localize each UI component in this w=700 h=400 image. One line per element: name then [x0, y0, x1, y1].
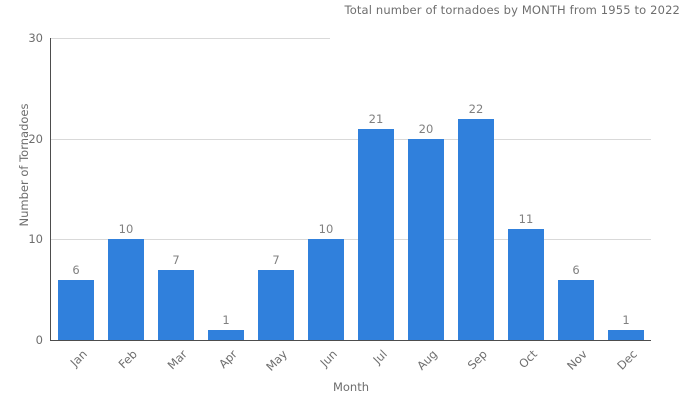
- bar-value-label-jan: 6: [72, 262, 80, 277]
- bar-group[interactable]: 6: [551, 38, 601, 340]
- bar-nov[interactable]: [558, 279, 594, 340]
- bar-oct[interactable]: [508, 229, 544, 340]
- bar-group[interactable]: 11: [501, 38, 551, 340]
- bar-jan[interactable]: [58, 279, 94, 340]
- bar-dec[interactable]: [608, 329, 644, 340]
- bar-value-label-nov: 6: [572, 262, 580, 277]
- bar-group[interactable]: 10: [101, 38, 151, 340]
- bar-value-label-dec: 1: [622, 312, 630, 327]
- bar-group[interactable]: 7: [251, 38, 301, 340]
- chart-title: Total number of tornadoes by MONTH from …: [344, 3, 680, 17]
- x-axis-title: Month: [332, 380, 370, 394]
- gridline-30: [51, 38, 330, 39]
- plot-area: [51, 38, 651, 340]
- bar-group[interactable]: 10: [301, 38, 351, 340]
- bar-value-label-sep: 22: [468, 101, 484, 116]
- bar-value-label-jul: 21: [368, 111, 384, 126]
- bar-value-label-oct: 11: [518, 212, 534, 227]
- bar-value-label-mar: 7: [172, 252, 180, 267]
- gridline-20: [51, 138, 651, 140]
- bar-jun[interactable]: [308, 239, 344, 340]
- bar-may[interactable]: [258, 269, 294, 340]
- bar-value-label-jun: 10: [318, 222, 334, 237]
- bar-group[interactable]: 1: [201, 38, 251, 340]
- bar-group[interactable]: 7: [151, 38, 201, 340]
- y-tick-label-30: 30: [28, 31, 43, 45]
- bar-group[interactable]: 20: [401, 38, 451, 340]
- bars-container: 6 10 7 1 7 10 21 20 22 11 6 1: [51, 38, 651, 340]
- bar-value-label-feb: 10: [118, 222, 134, 237]
- bar-group[interactable]: 22: [451, 38, 501, 340]
- bar-group[interactable]: 6: [51, 38, 101, 340]
- bar-aug[interactable]: [408, 138, 444, 340]
- bar-apr[interactable]: [208, 329, 244, 340]
- bar-value-label-apr: 1: [222, 312, 230, 327]
- bar-group[interactable]: 21: [351, 38, 401, 340]
- bar-value-label-aug: 20: [418, 121, 434, 136]
- y-tick-label-10: 10: [28, 232, 43, 247]
- bar-feb[interactable]: [108, 239, 144, 340]
- bar-value-label-may: 7: [272, 252, 280, 267]
- bar-sep[interactable]: [458, 118, 494, 340]
- bar-jul[interactable]: [358, 128, 394, 340]
- y-axis-line: [50, 38, 51, 341]
- bar-group[interactable]: 1: [601, 38, 651, 340]
- gridline-10: [51, 239, 651, 241]
- bar-mar[interactable]: [158, 269, 194, 340]
- x-axis-line: [51, 340, 651, 341]
- y-tick-label-0: 0: [35, 333, 43, 347]
- y-tick-label-20: 20: [28, 131, 43, 146]
